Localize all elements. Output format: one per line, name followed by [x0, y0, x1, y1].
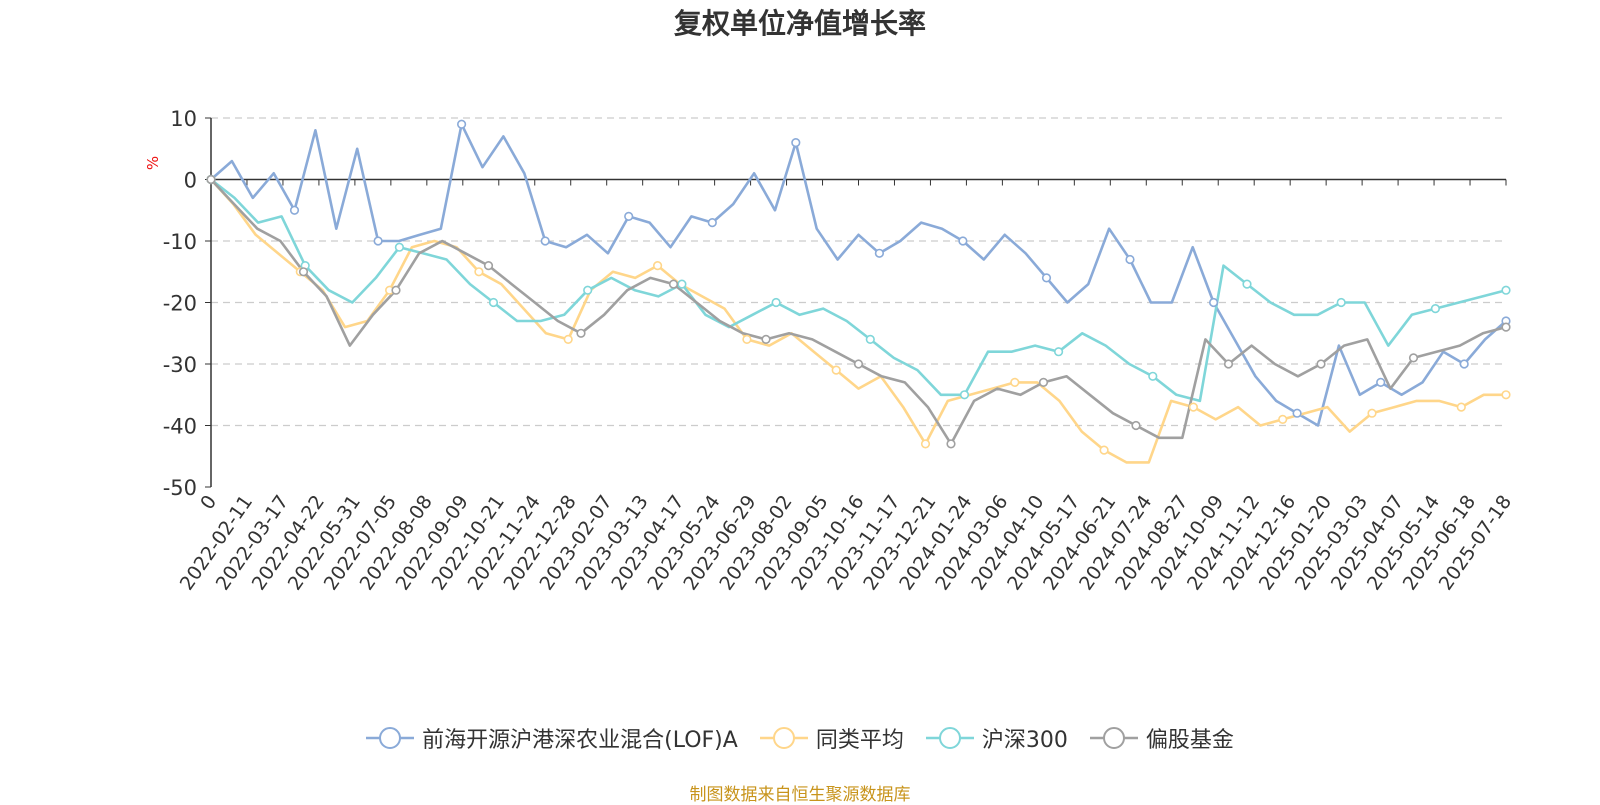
data-point [946, 439, 956, 449]
data-point [1053, 347, 1064, 357]
data-point [289, 205, 300, 215]
data-point [1038, 377, 1049, 388]
data-point [920, 439, 931, 449]
data-point [791, 138, 801, 148]
data-point [1292, 408, 1302, 418]
data-point [1501, 322, 1511, 332]
y-tick-label: -20 [163, 292, 197, 316]
y-tick-label: -40 [163, 415, 197, 439]
legend: 前海开源沪港深农业混合(LOF)A 同类平均 沪深300 偏股基金 [0, 722, 1600, 754]
data-point [1336, 297, 1346, 308]
series-lines [210, 122, 1507, 464]
y-tick-label: -30 [163, 353, 197, 377]
data-point [958, 236, 968, 246]
y-axis-unit-label: % [144, 156, 162, 170]
legend-line-circle-icon [925, 727, 974, 749]
data-point [1367, 408, 1377, 418]
data-point [742, 334, 752, 345]
legend-label: 沪深300 [981, 728, 1068, 753]
legend-item[interactable]: 同类平均 [759, 722, 904, 754]
data-point [576, 328, 586, 338]
data-point [298, 267, 309, 277]
y-tick-label: 10 [170, 107, 197, 131]
data-point [707, 218, 717, 228]
data-point [874, 248, 885, 258]
data-point [394, 242, 405, 252]
data-point [865, 334, 875, 345]
data-point [1242, 279, 1252, 289]
data-point [1408, 353, 1419, 363]
data-point [1456, 402, 1466, 412]
data-point [1430, 304, 1440, 314]
legend-line-circle-icon [366, 727, 415, 749]
data-point [583, 285, 593, 295]
legend-label: 偏股基金 [1145, 728, 1234, 753]
grid-lines [211, 117, 1506, 427]
x-tick-label: 0 [196, 491, 221, 514]
series-markers [206, 119, 1511, 455]
series-line [210, 178, 1507, 403]
series-line [210, 122, 1507, 427]
axes: 100-10-20-30-40-5002022-02-112022-03-172… [163, 107, 1516, 594]
legend-item[interactable]: 偏股基金 [1089, 722, 1234, 754]
data-point [206, 174, 216, 185]
data-point [1501, 390, 1511, 400]
data-point [391, 285, 401, 295]
data-point [483, 261, 494, 271]
data-point [1131, 420, 1141, 431]
data-point [831, 365, 841, 375]
data-point [373, 236, 383, 246]
data-point [474, 267, 484, 277]
data-point [1125, 254, 1135, 265]
data-point [959, 390, 970, 400]
y-tick-label: -50 [163, 476, 197, 500]
data-point [1316, 359, 1326, 369]
data-point [1188, 402, 1198, 412]
data-point [1208, 297, 1219, 308]
data-point [1501, 285, 1511, 295]
y-tick-label: -10 [163, 230, 197, 254]
data-point [1459, 359, 1469, 369]
legend-label: 同类平均 [815, 728, 904, 753]
data-point [1376, 377, 1386, 388]
data-point [771, 297, 781, 308]
data-point [1223, 359, 1234, 369]
legend-item[interactable]: 前海开源沪港深农业混合(LOF)A [366, 722, 738, 754]
data-point [563, 334, 573, 345]
legend-line-circle-icon [1089, 727, 1138, 749]
data-point [1099, 445, 1109, 455]
data-point [853, 359, 864, 369]
series-line [210, 178, 1506, 464]
series-line [210, 178, 1507, 446]
data-point [488, 297, 499, 308]
data-point [457, 119, 467, 129]
source-note: 制图数据来自恒生聚源数据库 [689, 785, 911, 805]
data-point [652, 261, 663, 271]
data-point [1148, 371, 1158, 381]
data-point [677, 279, 687, 289]
data-point [540, 236, 550, 246]
data-point [668, 279, 679, 289]
data-point [1041, 273, 1052, 283]
data-point [624, 211, 634, 221]
data-point [1278, 414, 1288, 425]
legend-label: 前海开源沪港深农业混合(LOF)A [422, 728, 738, 753]
line-chart: 100-10-20-30-40-5002022-02-112022-03-172… [144, 107, 1516, 594]
legend-item[interactable]: 沪深300 [925, 722, 1068, 754]
y-tick-label: 0 [184, 169, 197, 193]
chart-title: 复权单位净值增长率 [673, 7, 926, 40]
legend-line-circle-icon [759, 727, 808, 749]
data-point [761, 334, 771, 345]
data-point [1010, 377, 1020, 388]
